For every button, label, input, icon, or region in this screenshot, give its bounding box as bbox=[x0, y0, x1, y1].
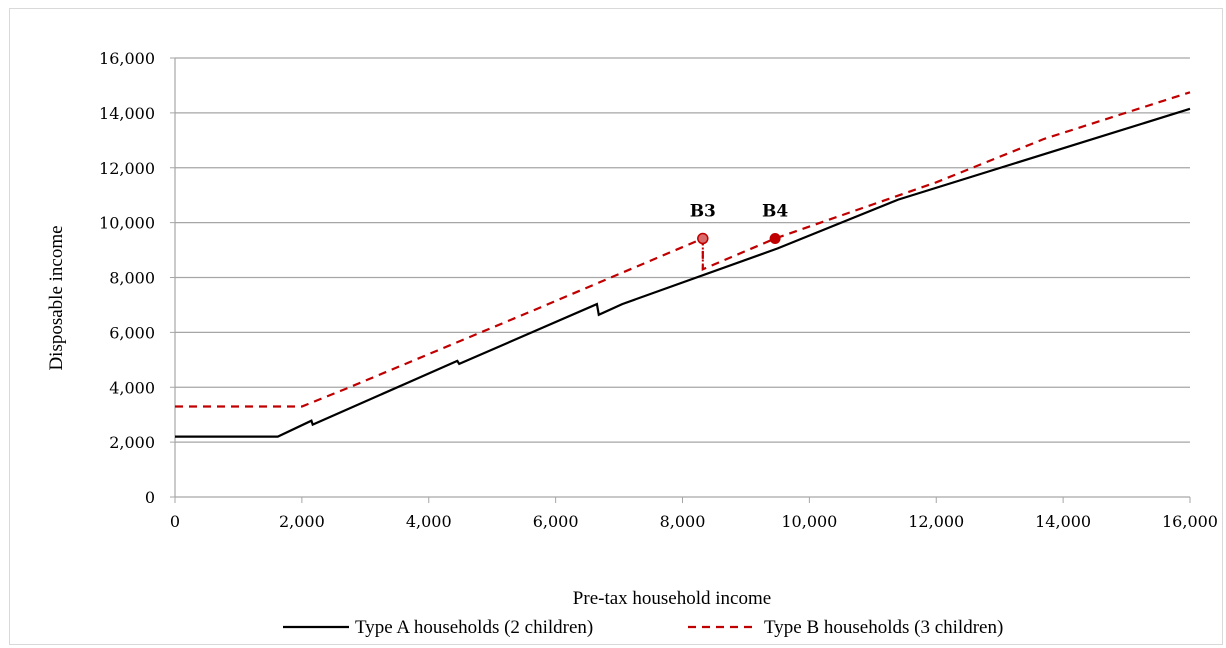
x-axis-title: Pre-tax household income bbox=[573, 588, 771, 609]
x-tick-label: 6,000 bbox=[533, 512, 579, 531]
y-tick-label: 10,000 bbox=[99, 214, 155, 233]
x-tick-label: 16,000 bbox=[1162, 512, 1218, 531]
x-tick-labels: 0 2,000 4,000 6,000 8,000 10,000 12,000 14,000 1… bbox=[170, 512, 1218, 531]
annotations: B3 B4 bbox=[690, 202, 788, 270]
y-tick-label: 8,000 bbox=[109, 269, 155, 288]
y-tick-labels: 0 2,000 4,000 6,000 8,000 10,000 12,000 14,000 1… bbox=[99, 49, 155, 507]
series-line-type-b bbox=[175, 91, 1191, 408]
y-tick-label: 4,000 bbox=[109, 378, 155, 397]
x-tick-label: 12,000 bbox=[908, 512, 964, 531]
legend: Type A households (2 children) Type B hou… bbox=[283, 617, 1003, 638]
chart-frame bbox=[9, 8, 1223, 645]
y-tick-label: 16,000 bbox=[99, 49, 155, 68]
y-tick-label: 14,000 bbox=[99, 104, 155, 123]
y-tick-label: 0 bbox=[145, 488, 155, 507]
legend-label: Type B households (3 children) bbox=[764, 617, 1003, 638]
annotation-label-b3: B3 bbox=[690, 202, 716, 222]
x-tick-label: 14,000 bbox=[1035, 512, 1091, 531]
annotation-marker-b3 bbox=[697, 232, 709, 245]
y-tick-label: 6,000 bbox=[109, 323, 155, 342]
x-tick-label: 4,000 bbox=[406, 512, 452, 531]
x-tick-label: 2,000 bbox=[279, 512, 325, 531]
axes bbox=[170, 57, 1191, 503]
x-tick-label: 0 bbox=[170, 512, 180, 531]
x-tick-label: 10,000 bbox=[781, 512, 837, 531]
series-lines bbox=[175, 91, 1191, 438]
y-axis-title: Disposable income bbox=[46, 225, 67, 370]
y-tick-label: 12,000 bbox=[99, 159, 155, 178]
gridlines bbox=[175, 57, 1190, 443]
x-tick-label: 8,000 bbox=[660, 512, 706, 531]
series-line-type-a bbox=[175, 107, 1191, 438]
annotation-label-b4: B4 bbox=[762, 202, 788, 222]
annotation-marker-b4 bbox=[769, 233, 781, 245]
y-tick-label: 2,000 bbox=[109, 433, 155, 452]
legend-label: Type A households (2 children) bbox=[355, 617, 593, 638]
